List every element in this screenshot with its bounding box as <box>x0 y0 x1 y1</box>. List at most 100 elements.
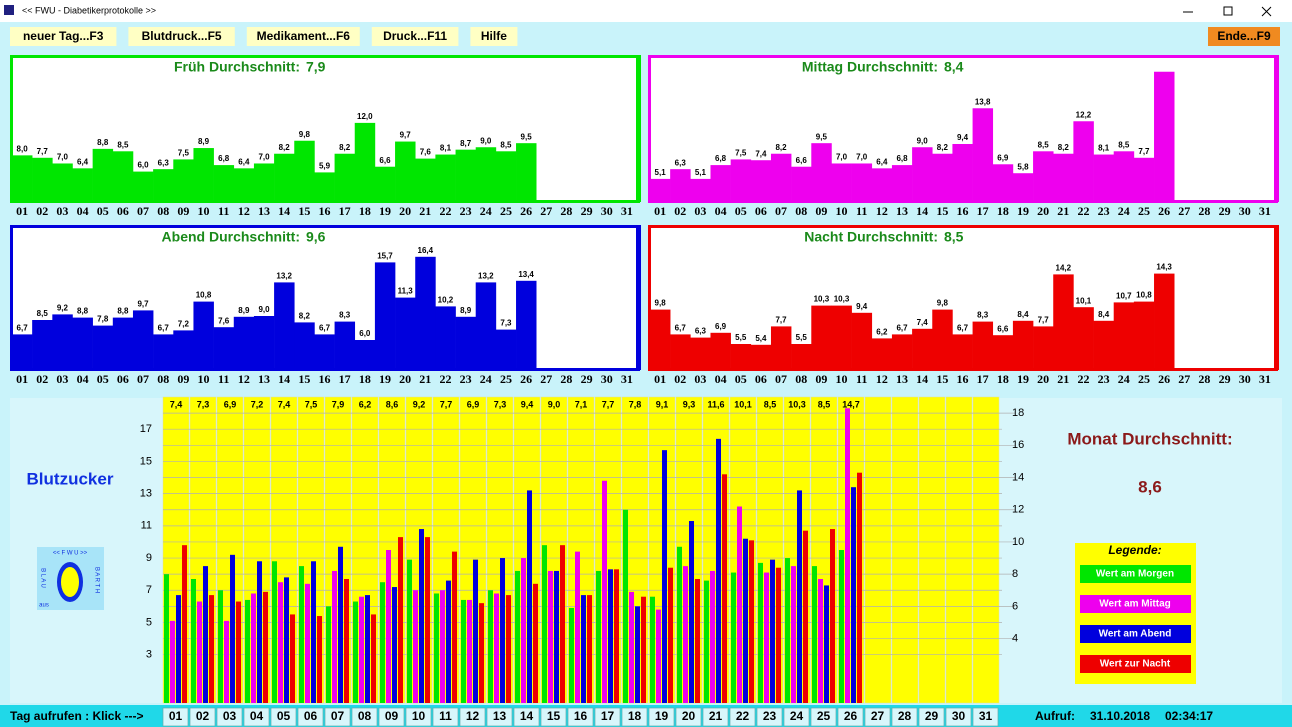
restore-button[interactable] <box>1223 6 1233 16</box>
day-button-label[interactable]: 30 <box>952 709 966 723</box>
day-button[interactable] <box>378 707 405 727</box>
day-button-label[interactable]: 03 <box>223 709 237 723</box>
day-button-label[interactable]: 20 <box>682 709 696 723</box>
value-label: 14,2 <box>1056 264 1072 273</box>
day-button-label[interactable]: 27 <box>871 709 885 723</box>
value-label: 9,7 <box>137 300 149 309</box>
day-button-label[interactable]: 22 <box>736 709 750 723</box>
day-button[interactable] <box>162 707 189 727</box>
day-label: 25 <box>500 204 512 218</box>
day-button-label[interactable]: 12 <box>466 709 480 723</box>
bar <box>992 164 1014 200</box>
day-button[interactable] <box>891 707 918 727</box>
toolbar-button[interactable] <box>128 27 235 46</box>
close-button[interactable] <box>1261 6 1272 17</box>
day-button[interactable] <box>486 707 513 727</box>
toolbar-label[interactable]: Druck...F11 <box>383 29 447 43</box>
day-button-label[interactable]: 26 <box>844 709 858 723</box>
day-button[interactable] <box>405 707 432 727</box>
overview-bar <box>791 566 796 703</box>
day-button-label[interactable]: 07 <box>331 709 345 723</box>
bar <box>455 149 477 200</box>
day-button[interactable] <box>324 707 351 727</box>
value-label: 9,4 <box>856 302 868 311</box>
day-button[interactable] <box>810 707 837 727</box>
overview-bar <box>197 601 202 703</box>
day-button[interactable] <box>270 707 297 727</box>
day-button[interactable] <box>972 707 999 727</box>
day-button-label[interactable]: 08 <box>358 709 372 723</box>
toolbar-button[interactable] <box>10 27 117 46</box>
day-button-label[interactable]: 24 <box>790 709 804 723</box>
day-button[interactable] <box>243 707 270 727</box>
toolbar-button[interactable] <box>246 27 360 46</box>
day-button-label[interactable]: 25 <box>817 709 831 723</box>
daily-average: 10,3 <box>788 399 806 409</box>
y2-tick-label: 4 <box>1012 632 1018 644</box>
exit-button[interactable] <box>1208 27 1280 46</box>
toolbar-label[interactable]: Hilfe <box>481 29 507 43</box>
day-button[interactable] <box>648 707 675 727</box>
day-button-label[interactable]: 15 <box>547 709 561 723</box>
overview-bar <box>182 545 187 703</box>
toolbar-label[interactable]: Medikament...F6 <box>257 29 351 43</box>
overview-bar <box>704 580 709 703</box>
day-button[interactable] <box>702 707 729 727</box>
day-button-label[interactable]: 10 <box>412 709 426 723</box>
day-button[interactable] <box>540 707 567 727</box>
day-button-label[interactable]: 06 <box>304 709 318 723</box>
day-label: 13 <box>258 372 270 386</box>
day-button-label[interactable]: 19 <box>655 709 669 723</box>
bar <box>455 316 477 368</box>
day-button-label[interactable]: 17 <box>601 709 615 723</box>
day-button-label[interactable]: 01 <box>169 709 183 723</box>
toolbar-button[interactable] <box>371 27 459 46</box>
day-button-label[interactable]: 18 <box>628 709 642 723</box>
day-button-label[interactable]: 21 <box>709 709 723 723</box>
day-button[interactable] <box>594 707 621 727</box>
day-button[interactable] <box>459 707 486 727</box>
day-button-label[interactable]: 28 <box>898 709 912 723</box>
day-button[interactable] <box>432 707 459 727</box>
day-button-label[interactable]: 13 <box>493 709 507 723</box>
day-button[interactable] <box>189 707 216 727</box>
day-button-label[interactable]: 11 <box>439 709 452 723</box>
day-button[interactable] <box>945 707 972 727</box>
day-label: 26 <box>1158 372 1170 386</box>
day-button[interactable] <box>513 707 540 727</box>
day-button-label[interactable]: 09 <box>385 709 399 723</box>
day-button[interactable] <box>675 707 702 727</box>
day-button[interactable] <box>216 707 243 727</box>
day-button-label[interactable]: 16 <box>574 709 588 723</box>
day-button-label[interactable]: 23 <box>763 709 777 723</box>
day-button-label[interactable]: 05 <box>277 709 291 723</box>
day-button[interactable] <box>864 707 891 727</box>
overview-bar <box>170 620 175 703</box>
day-button[interactable] <box>567 707 594 727</box>
day-button-label[interactable]: 31 <box>979 709 993 723</box>
day-button-label[interactable]: 29 <box>925 709 939 723</box>
day-button[interactable] <box>918 707 945 727</box>
panel-edge <box>1274 225 1279 370</box>
bar <box>932 153 953 200</box>
day-button-label[interactable]: 02 <box>196 709 210 723</box>
toolbar-button[interactable] <box>470 27 518 46</box>
day-label: 06 <box>117 372 129 386</box>
day-button[interactable] <box>837 707 864 727</box>
day-label: 02 <box>36 204 48 218</box>
bar <box>132 171 154 200</box>
overview-bar <box>797 490 802 703</box>
toolbar-label[interactable]: Blutdruck...F5 <box>142 29 222 43</box>
overview-bar <box>203 566 208 703</box>
day-label: 01 <box>16 372 28 386</box>
day-button[interactable] <box>783 707 810 727</box>
exit-label[interactable]: Ende...F9 <box>1217 29 1271 43</box>
toolbar-label[interactable]: neuer Tag...F3 <box>23 29 104 43</box>
day-button-label[interactable]: 04 <box>250 709 264 723</box>
day-button-label[interactable]: 14 <box>520 709 534 723</box>
day-button[interactable] <box>729 707 756 727</box>
day-button[interactable] <box>297 707 324 727</box>
day-button[interactable] <box>756 707 783 727</box>
day-button[interactable] <box>621 707 648 727</box>
day-button[interactable] <box>351 707 378 727</box>
